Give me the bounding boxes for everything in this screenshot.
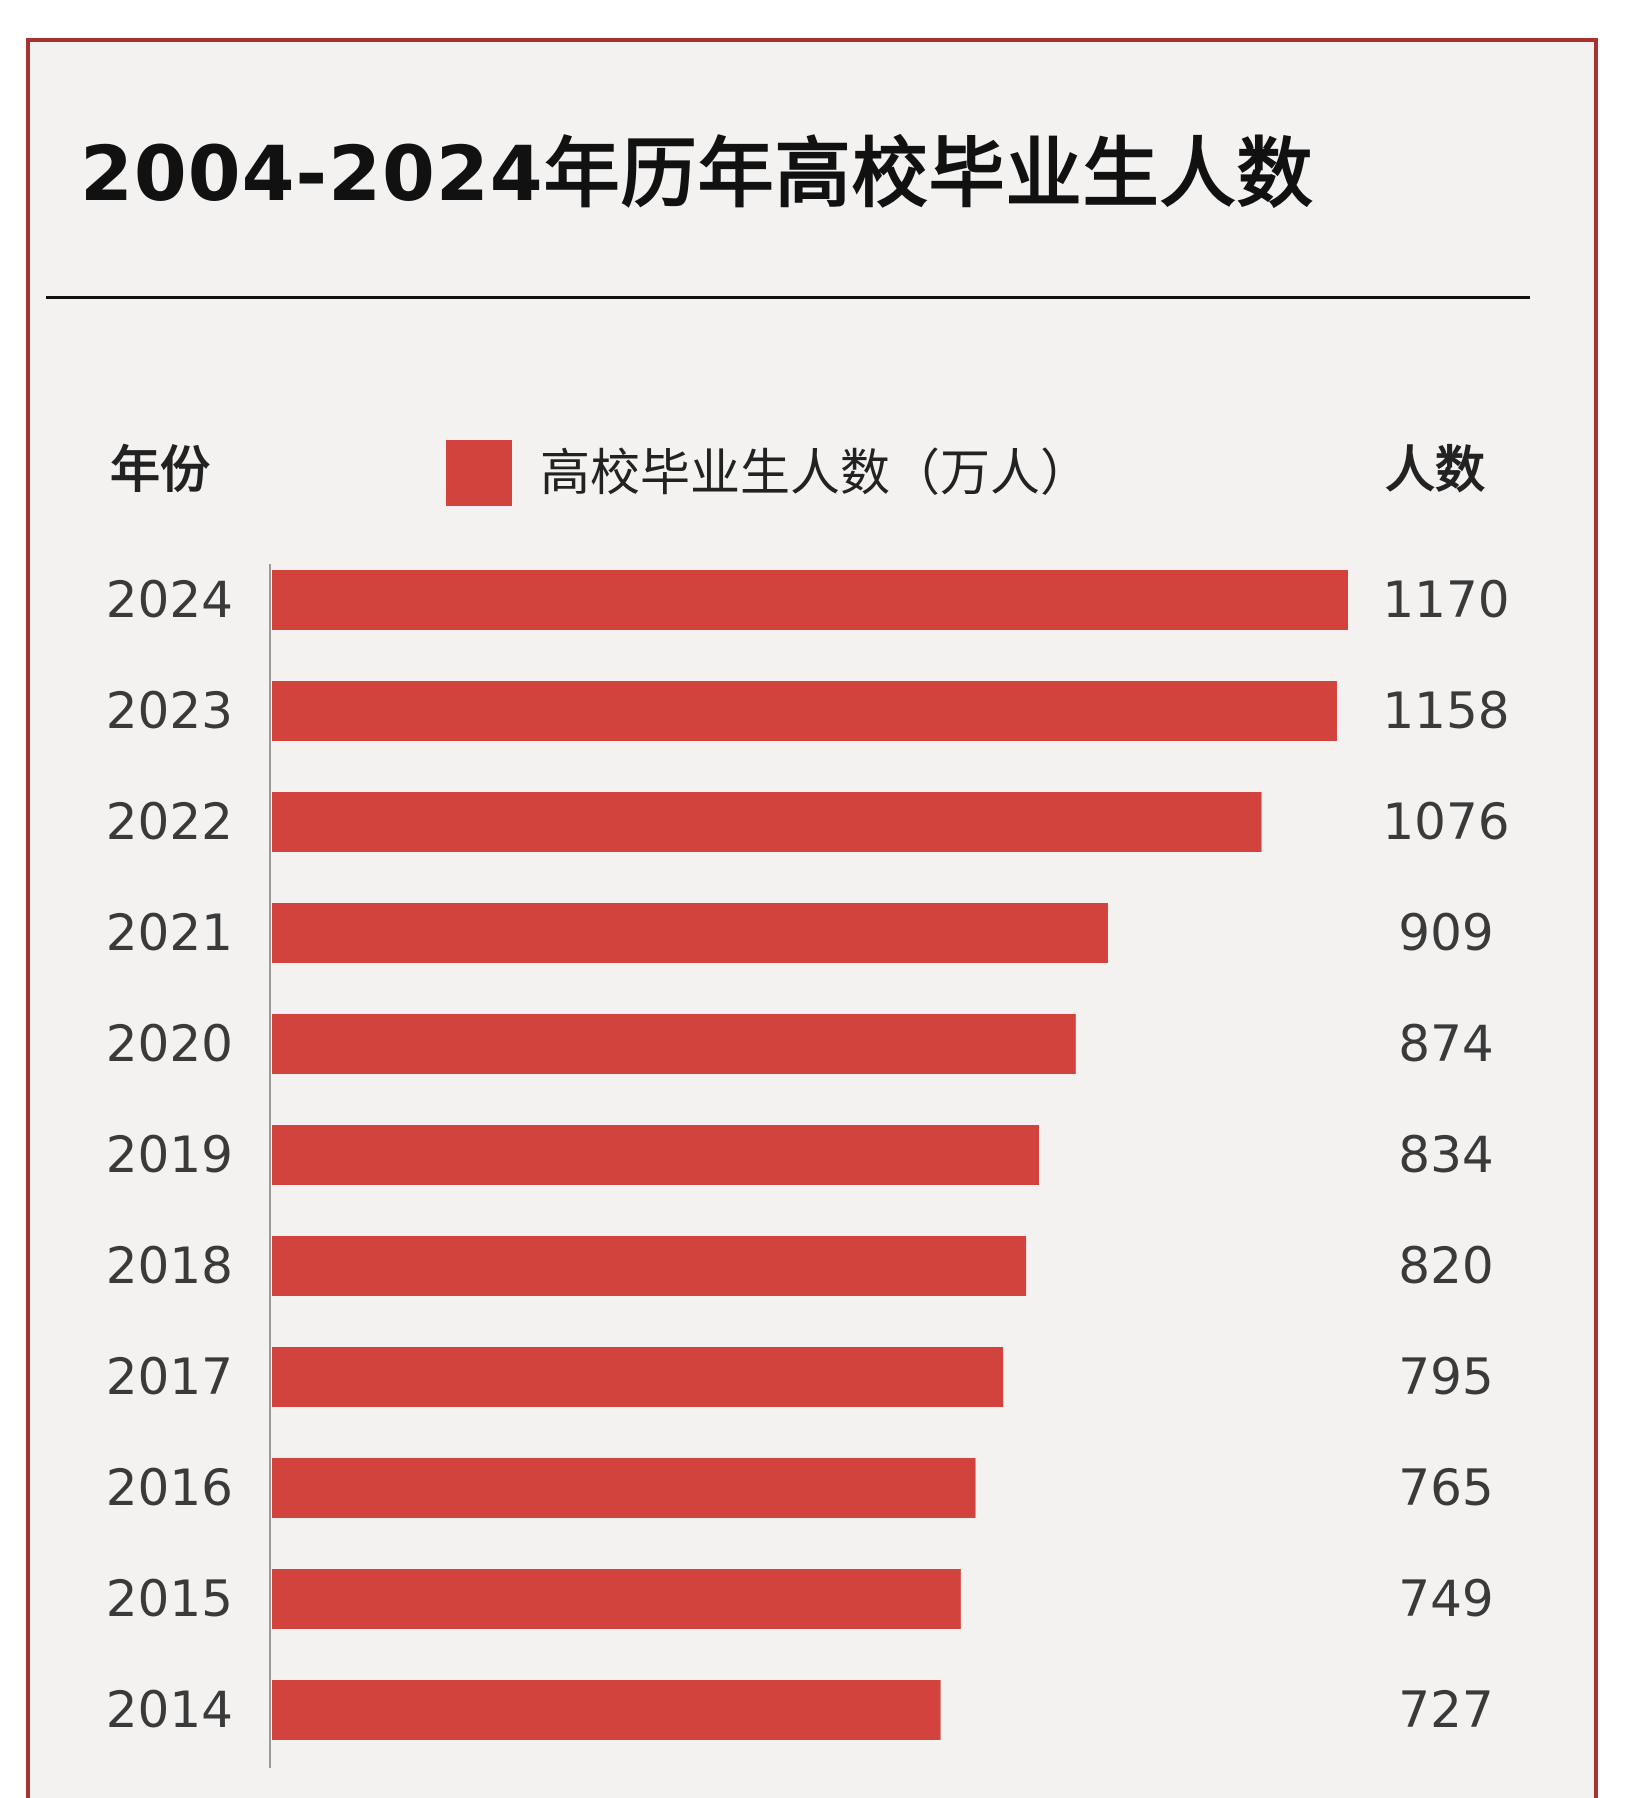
year-label-2017: 2017 — [106, 1348, 233, 1406]
value-column-header: 人数 — [1385, 441, 1485, 499]
bar-2023 — [272, 681, 1337, 741]
value-label-2024: 1170 — [1382, 571, 1509, 629]
bar-2016 — [272, 1458, 976, 1518]
value-label-2019: 834 — [1398, 1126, 1493, 1184]
bar-2015 — [272, 1569, 961, 1629]
bar-2019 — [272, 1125, 1039, 1185]
value-label-2021: 909 — [1398, 904, 1493, 962]
value-label-2017: 795 — [1398, 1348, 1493, 1406]
year-label-2019: 2019 — [106, 1126, 233, 1184]
bar-2014 — [272, 1680, 941, 1740]
value-label-2016: 765 — [1398, 1459, 1493, 1517]
bar-2020 — [272, 1014, 1076, 1074]
chart-title: 2004-2024年历年高校毕业生人数 — [80, 129, 1314, 218]
legend-label: 高校毕业生人数（万人） — [540, 444, 1090, 502]
bar-2024 — [272, 570, 1348, 630]
value-label-2023: 1158 — [1382, 682, 1509, 740]
value-label-2022: 1076 — [1382, 793, 1509, 851]
bar-2022 — [272, 792, 1262, 852]
bar-2018 — [272, 1236, 1027, 1296]
year-label-2024: 2024 — [106, 571, 233, 629]
year-label-2014: 2014 — [106, 1681, 233, 1739]
year-label-2023: 2023 — [106, 682, 233, 740]
year-label-2016: 2016 — [106, 1459, 233, 1517]
year-label-2020: 2020 — [106, 1015, 233, 1073]
year-column-header: 年份 — [110, 441, 210, 499]
value-label-2014: 727 — [1398, 1681, 1493, 1739]
title-divider — [46, 296, 1530, 299]
value-label-2020: 874 — [1398, 1015, 1493, 1073]
legend-swatch — [446, 440, 512, 506]
bar-2017 — [272, 1347, 1004, 1407]
year-label-2018: 2018 — [106, 1237, 233, 1295]
value-label-2015: 749 — [1398, 1570, 1493, 1628]
bar-2021 — [272, 903, 1108, 963]
value-label-2018: 820 — [1398, 1237, 1493, 1295]
year-label-2015: 2015 — [106, 1570, 233, 1628]
year-label-2021: 2021 — [106, 904, 233, 962]
year-label-2022: 2022 — [106, 793, 233, 851]
